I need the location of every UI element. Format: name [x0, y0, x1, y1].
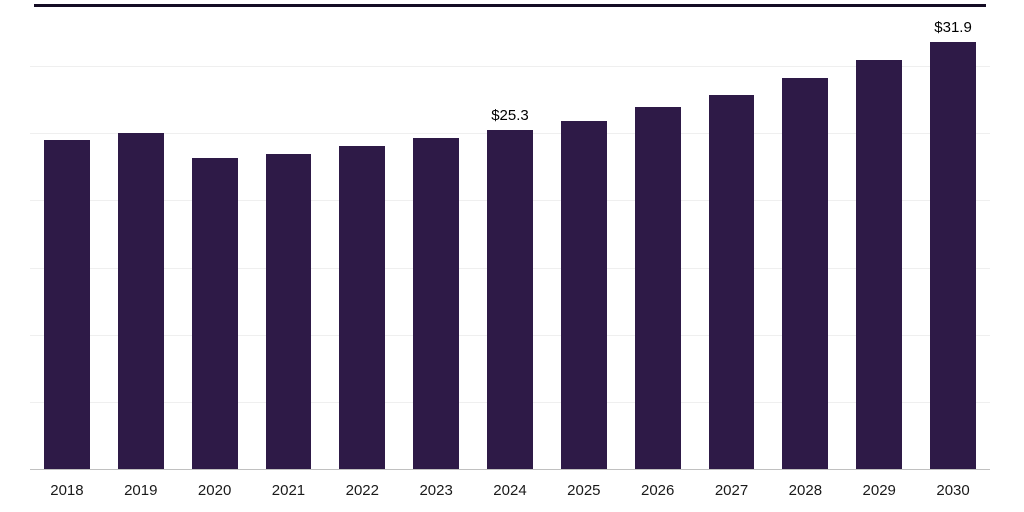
bar-2025: [560, 120, 607, 470]
bar-slot-2024: $25.3: [473, 0, 547, 470]
plot-area: $25.3 $31.9: [30, 0, 990, 470]
x-axis-label-2023: 2023: [419, 482, 453, 499]
x-axis-label-2028: 2028: [788, 482, 823, 499]
x-axis-line: [30, 469, 990, 470]
bar-2027: [708, 95, 755, 470]
x-axis-label-2026: 2026: [640, 482, 675, 499]
bar-2020: [191, 158, 238, 470]
x-axis-label-2019: 2019: [124, 482, 158, 499]
bar-slot-2026: [621, 0, 695, 470]
bar-2024: [487, 130, 533, 470]
bar-value-label-2024: $25.3: [491, 107, 529, 125]
x-axis-label-2018: 2018: [50, 482, 84, 499]
x-axis-label-2020: 2020: [197, 482, 232, 499]
bar-slot-2023: [399, 0, 473, 470]
x-axis-label-2027: 2027: [714, 482, 749, 499]
bar-2019: [117, 132, 164, 470]
x-axis-label-2024: 2024: [493, 482, 527, 499]
bar-2022: [339, 146, 386, 470]
bar-slot-2020: [178, 0, 252, 470]
bar-slot-2030: $31.9: [916, 0, 990, 470]
bar-2028: [782, 77, 829, 470]
x-axis-label-2021: 2021: [271, 482, 306, 499]
bar-2030: [930, 41, 976, 470]
x-axis-label-2030: 2030: [936, 482, 970, 499]
x-axis-label-2029: 2029: [862, 482, 896, 499]
bar-slot-2018: [30, 0, 104, 470]
bar-2023: [413, 138, 460, 470]
bar-slot-2028: [768, 0, 842, 470]
x-axis-labels: 2018 2019 2020 2021 2022 2023 2024 2025 2026 2027…: [30, 470, 990, 512]
bar-2021: [265, 154, 312, 470]
x-axis-label-2025: 2025: [567, 482, 601, 499]
bar-2018: [44, 139, 90, 470]
bar-2029: [856, 60, 903, 470]
bar-slot-2019: [104, 0, 178, 470]
gridline: [30, 66, 990, 68]
bar-slot-2021: [252, 0, 326, 470]
bar-slot-2027: [695, 0, 769, 470]
bar-value-label-2030: $31.9: [934, 18, 972, 36]
bar-2026: [634, 107, 681, 470]
chart-top-border: [34, 4, 986, 7]
bar-slot-2022: [325, 0, 399, 470]
bars-row: $25.3 $31.9: [30, 0, 990, 470]
bar-slot-2029: [842, 0, 916, 470]
x-axis-label-2022: 2022: [345, 482, 379, 499]
bar-slot-2025: [547, 0, 621, 470]
